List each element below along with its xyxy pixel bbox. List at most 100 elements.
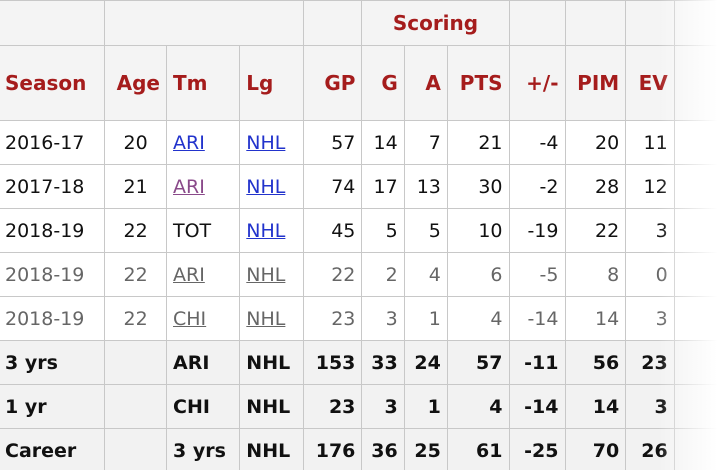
link[interactable]: ARI	[173, 175, 205, 198]
cell: 2018-19	[0, 296, 106, 341]
cell: 22	[104, 208, 167, 253]
column-header[interactable]: Season	[0, 45, 106, 121]
cell: 23	[302, 384, 363, 429]
table-row: 2016-17 20 ARI NHL 57 14 7 21 -4 20 11	[0, 120, 727, 165]
cell: 14	[361, 120, 405, 165]
cell: NHL	[239, 296, 304, 341]
cell	[104, 428, 167, 470]
cell: ARI	[165, 252, 241, 297]
cell: ARI	[165, 120, 241, 165]
cell: 8	[564, 252, 627, 297]
group-header-cell	[104, 0, 304, 46]
link[interactable]: ARI	[173, 263, 205, 286]
cell: 3	[361, 296, 405, 341]
cell: 57	[302, 120, 363, 165]
cell: 2	[361, 252, 405, 297]
cell: -2	[508, 164, 566, 209]
cell: NHL	[239, 428, 304, 470]
cell: 22	[302, 252, 363, 297]
cell: 57	[446, 340, 510, 385]
cell: 28	[564, 164, 627, 209]
cell: 14	[564, 384, 627, 429]
cell: -19	[508, 208, 566, 253]
cell: 61	[446, 428, 510, 470]
cell: 2017-18	[0, 164, 106, 209]
cell: 74	[302, 164, 363, 209]
link[interactable]: NHL	[246, 131, 286, 154]
cell: NHL	[239, 120, 304, 165]
cell: 153	[302, 340, 363, 385]
cell	[104, 340, 167, 385]
group-header-cell	[0, 0, 106, 46]
column-header[interactable]: Age	[104, 45, 167, 121]
cell: 2016-17	[0, 120, 106, 165]
cell: 22	[104, 252, 167, 297]
cell: -14	[508, 296, 566, 341]
cell: TOT	[165, 208, 241, 253]
cell: 21	[104, 164, 167, 209]
cell: 3	[361, 384, 405, 429]
cell: -11	[508, 340, 566, 385]
column-header[interactable]: +/-	[508, 45, 566, 121]
group-header-cell	[508, 0, 566, 46]
cell: 23	[302, 296, 363, 341]
column-header[interactable]: PTS	[446, 45, 510, 121]
link[interactable]: NHL	[246, 219, 286, 242]
cell: CHI	[165, 384, 241, 429]
link[interactable]: NHL	[246, 263, 286, 286]
column-header[interactable]: Lg	[239, 45, 304, 121]
cell: 3 yrs	[165, 428, 241, 470]
link[interactable]: CHI	[173, 307, 207, 330]
cell: 1	[403, 384, 448, 429]
cell: ARI	[165, 164, 241, 209]
cell: 5	[361, 208, 405, 253]
cell: 2018-19	[0, 252, 106, 297]
link[interactable]: ARI	[173, 131, 205, 154]
cell: 22	[564, 208, 627, 253]
column-header[interactable]: G	[361, 45, 405, 121]
table-row: 2017-18 21 ARI NHL 74 17 13 30 -2 28 12	[0, 164, 727, 209]
cell: 3 yrs	[0, 340, 106, 385]
column-header[interactable]: GP	[302, 45, 363, 121]
cell: NHL	[239, 384, 304, 429]
link[interactable]: NHL	[246, 307, 286, 330]
cell: 7	[403, 120, 448, 165]
column-header[interactable]: PIM	[564, 45, 627, 121]
cell: 30	[446, 164, 510, 209]
group-header-cell	[564, 0, 627, 46]
cell: -4	[508, 120, 566, 165]
cell: 10	[446, 208, 510, 253]
cell: 4	[446, 384, 510, 429]
cell: 6	[446, 252, 510, 297]
cell: 33	[361, 340, 405, 385]
cell: 4	[446, 296, 510, 341]
cell: 13	[403, 164, 448, 209]
cell: Career	[0, 428, 106, 470]
cell: -25	[508, 428, 566, 470]
cell: -5	[508, 252, 566, 297]
cell: NHL	[239, 340, 304, 385]
group-header: Scoring	[361, 0, 510, 46]
group-header-cell	[302, 0, 363, 46]
cell: 56	[564, 340, 627, 385]
cell: 45	[302, 208, 363, 253]
column-header[interactable]: Tm	[165, 45, 241, 121]
cell: -14	[508, 384, 566, 429]
column-header[interactable]: A	[403, 45, 448, 121]
link[interactable]: NHL	[246, 175, 286, 198]
cell: 2018-19	[0, 208, 106, 253]
cell: 70	[564, 428, 627, 470]
cell: ARI	[165, 340, 241, 385]
table-row: 3 yrs ARI NHL 153 33 24 57 -11 56 23	[0, 340, 727, 385]
cell: NHL	[239, 208, 304, 253]
cell: 22	[104, 296, 167, 341]
cell: 24	[403, 340, 448, 385]
cell: 17	[361, 164, 405, 209]
cell: 4	[403, 252, 448, 297]
cell: 36	[361, 428, 405, 470]
